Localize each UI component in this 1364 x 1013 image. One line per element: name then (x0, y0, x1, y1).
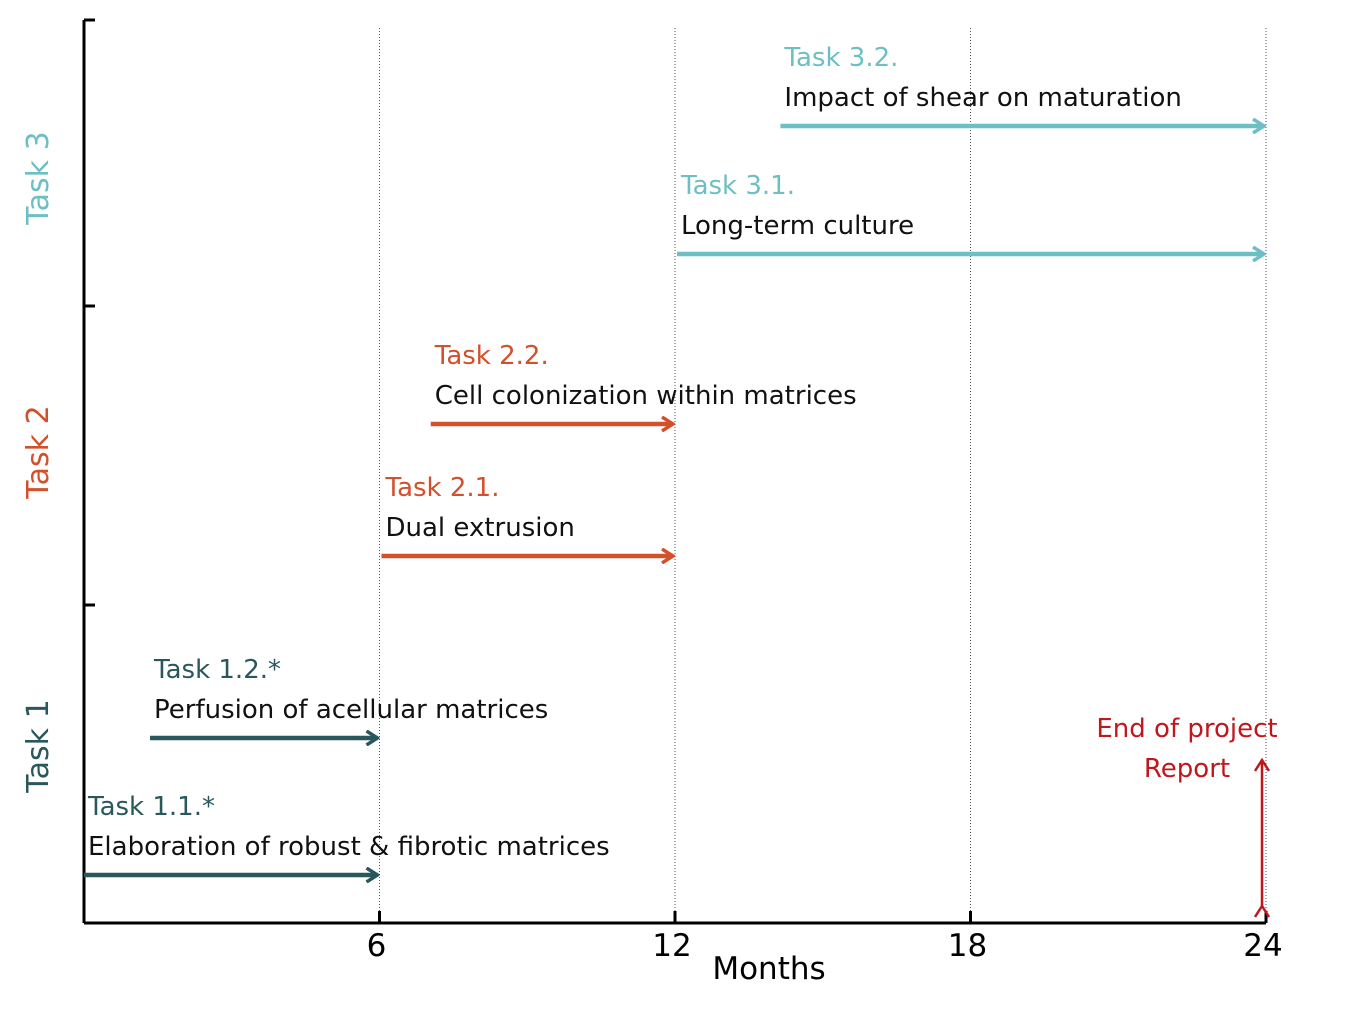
x-tick-label-24: 24 (1243, 928, 1282, 964)
grid-lines (379, 28, 1267, 923)
task-name-label-21: Dual extrusion (386, 513, 575, 543)
end-of-project-annotation: End of project Report (1096, 714, 1278, 906)
end-of-project-label: End of project (1096, 714, 1277, 744)
task-name-label-11: Elaboration of robust & fibrotic matrice… (88, 832, 610, 862)
task-id-label-12: Task 1.2.* (153, 655, 281, 685)
task-21: Task 2.1. Dual extrusion (381, 473, 674, 556)
task-22: Task 2.2. Cell colonization within matric… (430, 341, 857, 424)
task-12: Task 1.2.* Perfusion of acellular matrice… (150, 655, 548, 738)
task-id-label-32: Task 3.2. (783, 43, 898, 73)
report-label: Report (1144, 754, 1230, 784)
group-label-task-1: Task 1 (21, 699, 56, 793)
task-name-label-31: Long-term culture (681, 211, 914, 241)
x-ticks: 6 12 18 24 (367, 911, 1283, 964)
task-id-label-31: Task 3.1. (680, 171, 795, 201)
x-tick-label-6: 6 (367, 928, 387, 964)
x-tick-label-18: 18 (948, 928, 987, 964)
group-label-task-2: Task 2 (21, 405, 56, 499)
task-32: Task 3.2. Impact of shear on maturation (780, 43, 1264, 126)
group-labels: Task 3 Task 2 Task 1 (21, 131, 56, 793)
task-name-label-22: Cell colonization within matrices (435, 381, 857, 411)
task-id-label-21: Task 2.1. (385, 473, 500, 503)
tasks: Task 1.1.* Elaboration of robust & fibrot… (84, 43, 1264, 875)
x-tick-label-12: 12 (652, 928, 691, 964)
task-31: Task 3.1. Long-term culture (677, 171, 1264, 254)
task-name-label-12: Perfusion of acellular matrices (154, 695, 548, 725)
task-id-label-22: Task 2.2. (434, 341, 549, 371)
x-axis-title: Months (712, 951, 825, 987)
task-id-label-11: Task 1.1.* (87, 792, 215, 822)
task-name-label-32: Impact of shear on maturation (784, 83, 1181, 113)
group-label-task-3: Task 3 (21, 131, 56, 225)
task-11: Task 1.1.* Elaboration of robust & fibrot… (84, 792, 610, 875)
